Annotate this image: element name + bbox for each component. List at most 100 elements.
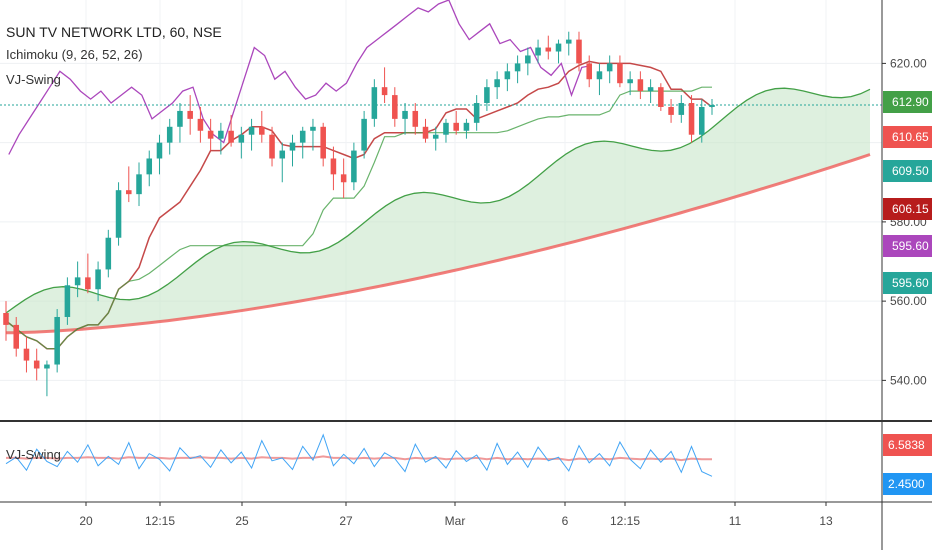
candle-body xyxy=(13,324,20,349)
candle-body xyxy=(668,106,674,115)
candle-body xyxy=(545,47,552,52)
candle-body xyxy=(422,126,429,139)
candle-body xyxy=(64,285,71,317)
candle-body xyxy=(177,110,183,127)
candle-body xyxy=(310,126,316,131)
candle-body xyxy=(606,63,613,72)
candle-body xyxy=(248,126,255,135)
candle-body xyxy=(136,174,142,195)
candle-body xyxy=(432,134,439,139)
legend-vj-swing[interactable]: VJ-Swing xyxy=(6,72,61,87)
candle-body xyxy=(351,150,357,183)
candle-body xyxy=(698,106,705,135)
candle-series xyxy=(3,31,715,397)
price-badge xyxy=(883,198,932,220)
base-line xyxy=(5,86,712,350)
candle-body xyxy=(187,110,193,119)
osc-badge-label: 2.4500 xyxy=(888,477,925,491)
leading-span-a xyxy=(5,87,871,314)
candle-body xyxy=(330,158,337,175)
candle-body xyxy=(340,174,347,183)
candle-body xyxy=(504,71,511,80)
price-badges: 612.90 610.65 609.50 606.15 595.60 595.60 6.58… xyxy=(883,91,932,495)
candle-body xyxy=(494,79,500,88)
candle-body xyxy=(658,87,664,107)
price-badge xyxy=(883,272,932,294)
y-tick-label: 560.00 xyxy=(890,294,927,308)
candle-body xyxy=(197,118,204,131)
candle-body xyxy=(3,313,9,325)
price-badge xyxy=(883,126,932,148)
candle-body xyxy=(361,118,367,151)
candle-body xyxy=(535,47,541,56)
candle-body xyxy=(381,87,388,96)
candle-body xyxy=(33,360,40,369)
candle-body xyxy=(299,130,306,143)
candle-body xyxy=(126,190,132,195)
candle-body xyxy=(637,79,644,92)
price-badge-label: 595.60 xyxy=(892,276,929,290)
candle-body xyxy=(392,95,398,119)
candle-body xyxy=(238,134,245,143)
osc-badge-label: 6.5838 xyxy=(888,438,925,452)
y-tick-label: 620.00 xyxy=(890,56,927,70)
candle-body xyxy=(23,348,30,361)
x-tick-label: Mar xyxy=(445,514,466,528)
osc-badge xyxy=(883,473,932,495)
candle-body xyxy=(54,316,60,365)
x-tick-label: 13 xyxy=(819,514,833,528)
price-badge xyxy=(883,91,932,113)
candle-body xyxy=(463,122,470,131)
price-badge-label: 610.65 xyxy=(892,130,929,144)
price-badge xyxy=(883,235,932,257)
candle-body xyxy=(289,142,296,151)
candle-body xyxy=(586,63,592,80)
chart-title[interactable]: SUN TV NETWORK LTD, 60, NSE xyxy=(6,24,222,40)
candle-body xyxy=(647,87,654,92)
candle-body xyxy=(95,269,101,290)
x-tick-label: 6 xyxy=(562,514,569,528)
price-badge-label: 609.50 xyxy=(892,164,929,178)
candle-body xyxy=(565,39,572,44)
osc-main-line xyxy=(5,433,713,477)
candle-body xyxy=(269,134,275,159)
ichimoku-cloud xyxy=(5,87,871,335)
candle-body xyxy=(156,142,163,159)
leading-span-b xyxy=(5,153,871,335)
price-badge-label: 606.15 xyxy=(892,202,929,216)
candle-body xyxy=(514,63,521,72)
candle-body xyxy=(115,190,122,238)
candle-body xyxy=(596,71,603,80)
price-badge-label: 612.90 xyxy=(892,95,929,109)
candle-body xyxy=(627,79,633,84)
x-tick-label: 12:15 xyxy=(145,514,175,528)
grid-lines xyxy=(0,0,882,500)
candle-body xyxy=(279,150,286,159)
candle-body xyxy=(453,122,459,131)
price-badge-label: 595.60 xyxy=(892,239,929,253)
oscillator-pane xyxy=(5,433,713,477)
x-tick-label: 20 xyxy=(79,514,93,528)
candle-body xyxy=(105,237,112,270)
legend-ichimoku[interactable]: Ichimoku (9, 26, 52, 26) xyxy=(6,47,143,62)
price-badge xyxy=(883,160,932,182)
candle-body xyxy=(166,126,173,143)
y-tick-label: 540.00 xyxy=(890,373,927,387)
candle-body xyxy=(259,126,265,135)
candle-body xyxy=(525,55,531,64)
candle-body xyxy=(688,103,695,135)
candle-body xyxy=(555,43,562,52)
candle-body xyxy=(678,103,685,115)
candle-body xyxy=(617,63,623,84)
candle-body xyxy=(443,122,449,135)
lagging-span xyxy=(8,0,593,155)
candle-body xyxy=(402,110,408,119)
x-tick-label: 12:15 xyxy=(610,514,640,528)
x-tick-label: 25 xyxy=(235,514,249,528)
cloud-area xyxy=(6,88,870,333)
candle-body xyxy=(218,130,224,139)
candle-body xyxy=(473,103,480,123)
candle-body xyxy=(74,277,81,286)
oscillator-legend[interactable]: VJ-Swing xyxy=(6,447,61,462)
